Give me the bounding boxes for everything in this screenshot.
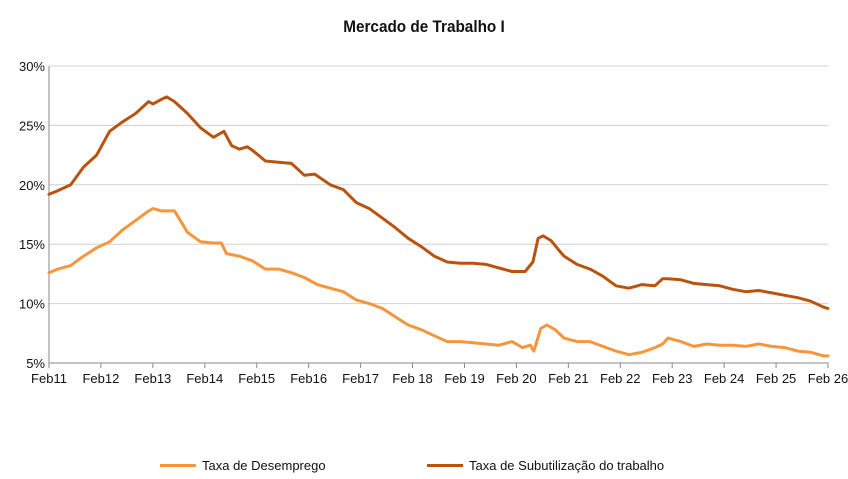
legend-item-unemployment: Taxa de Desemprego [160,455,326,475]
x-tick-label: Feb13 [134,371,171,386]
chart-title: Mercado de Trabalho I [343,17,505,36]
y-axis-ticks: 5% 10% 15% 20% 25% 30% [19,59,45,371]
y-tick-label: 5% [26,356,45,371]
x-tick-label: Feb 18 [392,371,432,386]
x-tick-label: Feb 25 [756,371,796,386]
x-tick-label: Feb17 [342,371,379,386]
x-tick-label: Feb12 [82,371,119,386]
x-tick-label: Feb 23 [652,371,692,386]
x-tick-label: Feb 26 [808,371,848,386]
legend-label-underutilization: Taxa de Subutilização do trabalho [469,457,665,473]
y-tick-label: 10% [19,297,45,312]
series-line-unemployment [47,207,830,358]
series-line-underutilization [47,95,830,310]
legend-item-underutilization: Taxa de Subutilização do trabalho [427,455,664,475]
x-tick-label: Feb 21 [548,371,588,386]
x-tick-label: Feb15 [238,371,275,386]
x-tick-label: Feb14 [186,371,223,386]
legend-label-unemployment: Taxa de Desemprego [202,457,326,473]
x-axis: Feb11 Feb12 Feb13 Feb14 Feb15 Feb16 Feb17 Feb 1… [31,363,848,386]
x-tick-label: Feb16 [290,371,327,386]
y-tick-label: 30% [19,59,45,74]
x-tick-label: Feb 24 [704,371,744,386]
x-tick-label: Feb 22 [600,371,640,386]
x-tick-label: Feb11 [31,371,67,386]
y-tick-label: 25% [19,118,45,133]
legend-swatch-underutilization [427,463,463,467]
x-tick-label: Feb 19 [444,371,484,386]
series-lines [47,95,830,358]
y-tick-label: 20% [19,178,45,193]
legend-swatch-unemployment [160,463,196,467]
x-tick-label: Feb 20 [496,371,536,386]
y-tick-label: 15% [19,237,45,252]
gridlines [48,65,828,364]
